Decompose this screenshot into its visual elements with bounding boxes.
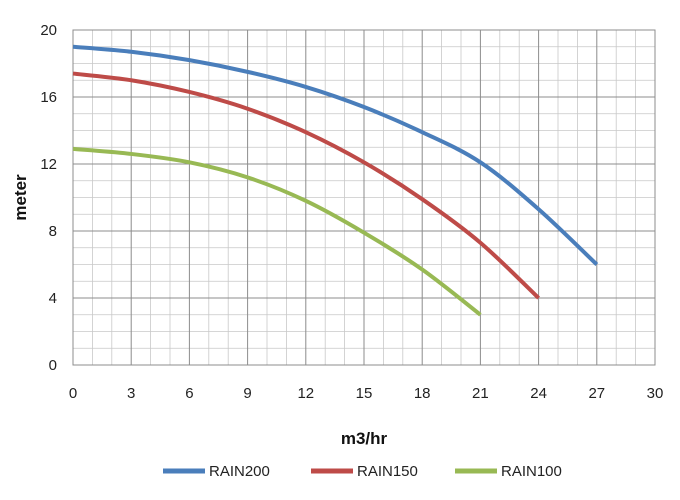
- x-tick-label: 24: [530, 385, 547, 402]
- x-tick-label: 3: [127, 385, 135, 402]
- y-axis-title: meter: [11, 174, 30, 221]
- legend-label: RAIN100: [501, 463, 562, 480]
- y-tick-label: 0: [49, 357, 57, 374]
- legend-label: RAIN200: [209, 463, 270, 480]
- x-tick-label: 18: [414, 385, 431, 402]
- x-tick-label: 27: [588, 385, 605, 402]
- y-tick-label: 8: [49, 223, 57, 240]
- series-line-rain150: [72, 71, 540, 300]
- series-lines: [72, 44, 599, 317]
- y-tick-label: 12: [40, 156, 57, 173]
- plot-area-frame: [72, 29, 656, 366]
- x-tick-label: 21: [472, 385, 489, 402]
- series-line-rain100: [72, 146, 482, 317]
- x-tick-label: 15: [356, 385, 373, 402]
- x-axis-title: m3/hr: [341, 429, 388, 448]
- legend-item-rain200: RAIN200: [163, 463, 270, 480]
- y-tick-label: 20: [40, 22, 57, 39]
- x-tick-label: 6: [185, 385, 193, 402]
- x-tick-label: 0: [69, 385, 77, 402]
- legend-item-rain150: RAIN150: [311, 463, 418, 480]
- x-axis-tick-labels: 0 3 6 9 12 15 18 21 24 27 30: [69, 385, 664, 402]
- chart-legend: RAIN200 RAIN150 RAIN100: [163, 463, 562, 480]
- series-line-rain200: [72, 44, 599, 266]
- legend-item-rain100: RAIN100: [455, 463, 562, 480]
- y-axis-tick-labels: 0 4 8 12 16 20: [40, 22, 57, 374]
- legend-label: RAIN150: [357, 463, 418, 480]
- x-tick-label: 30: [647, 385, 664, 402]
- x-tick-label: 12: [297, 385, 314, 402]
- y-tick-label: 4: [49, 290, 57, 307]
- x-tick-label: 9: [243, 385, 251, 402]
- y-tick-label: 16: [40, 89, 57, 106]
